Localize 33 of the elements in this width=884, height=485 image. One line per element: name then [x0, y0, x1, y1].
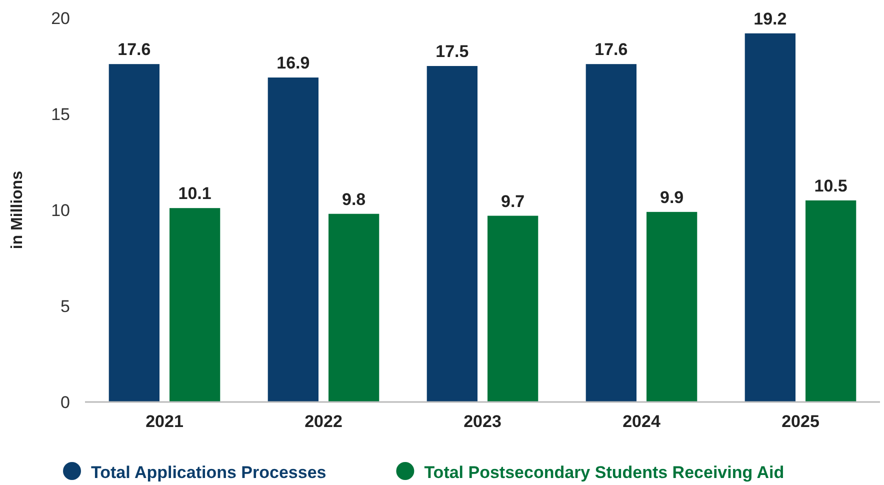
- bar: [586, 64, 636, 402]
- y-axis-title: in Millions: [9, 170, 26, 250]
- x-tick-label: 2023: [464, 412, 502, 431]
- bar: [744, 33, 796, 402]
- bar: [108, 64, 160, 402]
- y-tick-label: 20: [51, 8, 70, 28]
- bar: [488, 216, 538, 402]
- data-label: 19.2: [754, 9, 787, 28]
- y-tick-label: 5: [60, 296, 70, 316]
- data-label: 9.9: [660, 188, 684, 207]
- data-label: 16.9: [276, 54, 310, 73]
- bar: [646, 212, 698, 402]
- data-label: 17.6: [594, 40, 628, 60]
- y-tick-label: 10: [51, 200, 70, 220]
- x-tick-label: 2022: [304, 412, 342, 431]
- legend-label: Total Applications Processes: [91, 462, 326, 482]
- data-label: 10.1: [178, 184, 212, 204]
- data-label: 17.6: [118, 40, 151, 60]
- x-tick-label: 2021: [146, 412, 184, 431]
- y-tick-label: 15: [51, 104, 70, 124]
- x-tick-label: 2024: [622, 412, 661, 431]
- bar: [328, 214, 380, 402]
- x-tick-label: 2025: [782, 412, 820, 431]
- data-label: 9.7: [501, 192, 525, 211]
- data-label: 9.8: [342, 190, 366, 209]
- bar: [806, 200, 856, 402]
- data-label: 17.5: [436, 42, 469, 61]
- y-tick-label: 0: [60, 392, 70, 412]
- legend-label: Total Postsecondary Students Receiving Aid: [424, 462, 784, 482]
- bar: [268, 78, 318, 402]
- bar: [426, 66, 478, 402]
- data-label: 10.5: [814, 176, 848, 196]
- bar: [170, 208, 220, 402]
